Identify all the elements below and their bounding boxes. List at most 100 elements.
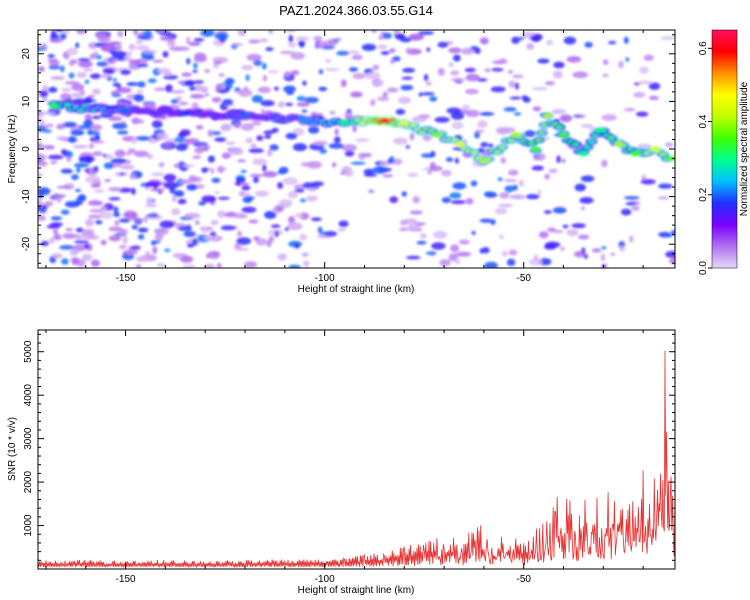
noise-blob (127, 148, 137, 154)
noise-blob (114, 220, 120, 226)
noise-blob (48, 65, 61, 70)
noise-blob (188, 41, 201, 47)
noise-blob (110, 158, 127, 164)
noise-blob (362, 153, 372, 158)
noise-blob (266, 240, 272, 248)
noise-blob (552, 70, 563, 79)
ridge-peak (431, 132, 442, 138)
noise-blob (118, 218, 131, 223)
noise-blob (618, 60, 624, 69)
noise-blob (183, 230, 196, 238)
ridge-core (232, 116, 240, 120)
noise-blob (108, 116, 123, 122)
noise-blob (246, 53, 262, 62)
noise-blob (217, 210, 226, 219)
noise-blob (450, 200, 467, 205)
noise-blob (60, 65, 65, 73)
noise-blob (580, 206, 586, 211)
noise-blob (216, 263, 222, 268)
noise-blob (524, 130, 536, 138)
noise-blob (137, 234, 145, 240)
colorbar-tick-label: 0.0 (698, 261, 709, 275)
noise-blob (286, 91, 294, 96)
noise-blob (278, 166, 289, 174)
noise-blob (87, 200, 103, 206)
spectrogram-ridge (47, 100, 675, 165)
noise-blob (220, 225, 236, 231)
noise-blob (372, 64, 380, 71)
ridge-core (528, 141, 536, 146)
noise-blob (234, 87, 241, 92)
noise-blob (552, 206, 567, 214)
noise-blob (238, 88, 253, 97)
noise-blob (193, 80, 205, 84)
noise-blob (192, 238, 198, 246)
noise-blob (71, 257, 80, 266)
noise-blob (71, 174, 79, 181)
noise-blob (92, 88, 101, 95)
noise-blob (102, 154, 107, 158)
noise-blob (553, 61, 565, 69)
noise-blob (369, 99, 376, 107)
noise-blob (482, 247, 490, 254)
noise-blob (136, 255, 150, 263)
noise-blob (345, 169, 354, 177)
noise-blob (608, 41, 617, 45)
noise-blob (287, 191, 299, 199)
noise-blob (574, 114, 586, 118)
noise-blob (637, 143, 651, 149)
ridge-core (498, 145, 506, 150)
noise-blob (250, 144, 257, 148)
noise-blob (623, 196, 640, 200)
noise-blob (660, 36, 675, 40)
spectrogram-heatmap (38, 30, 675, 268)
snr-series-line (38, 350, 675, 569)
noise-blob (379, 161, 390, 167)
noise-blob (123, 55, 132, 62)
noise-blob (62, 121, 78, 128)
noise-blob (117, 30, 124, 38)
noise-blob (347, 50, 360, 55)
noise-blob (84, 96, 93, 104)
noise-blob (59, 33, 67, 40)
noise-blob (108, 197, 121, 201)
noise-blob (131, 187, 136, 195)
noise-blob (577, 234, 590, 240)
noise-blob (103, 162, 114, 170)
noise-blob (60, 168, 73, 174)
noise-blob (59, 93, 72, 101)
noise-blob (249, 173, 264, 178)
noise-blob (452, 182, 467, 190)
noise-blob (497, 177, 503, 182)
noise-blob (382, 174, 394, 178)
noise-blob (64, 200, 80, 208)
noise-blob (416, 240, 427, 245)
noise-blob (85, 175, 101, 184)
noise-blob (543, 210, 552, 214)
noise-blob (234, 247, 250, 252)
noise-blob (93, 166, 99, 172)
noise-blob (77, 58, 91, 62)
noise-blob (448, 253, 458, 262)
noise-blob (237, 230, 242, 237)
noise-blob (143, 30, 153, 38)
noise-blob (544, 173, 550, 180)
noise-blob (251, 120, 262, 126)
noise-blob (625, 57, 630, 62)
noise-blob (522, 96, 531, 103)
ridge-peak (650, 146, 661, 152)
noise-blob (81, 228, 95, 236)
noise-blob (450, 244, 460, 253)
noise-blob (197, 144, 211, 150)
noise-blob (89, 73, 102, 79)
noise-blob (502, 127, 516, 134)
y-tick-label: 2000 (23, 471, 34, 494)
noise-blob (400, 219, 408, 226)
noise-blob (133, 30, 139, 36)
noise-blob (299, 234, 308, 241)
noise-blob (548, 168, 558, 174)
noise-blob (179, 179, 192, 185)
noise-blob (409, 210, 423, 215)
noise-blob (56, 185, 72, 189)
noise-blob (504, 185, 515, 193)
